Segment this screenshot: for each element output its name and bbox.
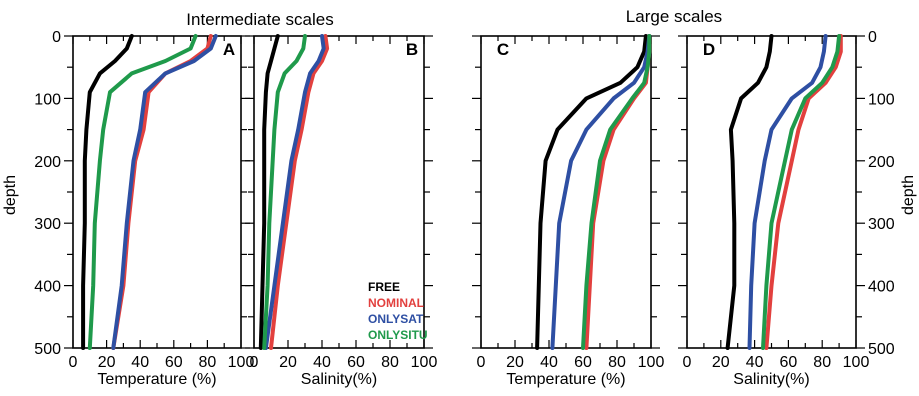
- series-line-nominal: [269, 34, 330, 350]
- panel-label: B: [406, 40, 418, 59]
- y-tick-label: 500: [34, 341, 61, 358]
- x-tick-label: 20: [712, 354, 730, 371]
- series-line-onlysat: [550, 34, 652, 350]
- panel-a: 0 20 40 60 80 100 Temperature (%) 0 100 200 300 400…: [34, 29, 254, 388]
- series-line-onlysitu: [262, 34, 307, 350]
- panel-label: A: [223, 40, 235, 59]
- legend-item-onlysitu: ONLYSITU: [368, 328, 428, 342]
- x-tick-label: 60: [347, 354, 365, 371]
- y-axis-label-left: depth: [2, 175, 19, 215]
- series-line-nominal: [111, 34, 213, 350]
- x-tick-label: 100: [843, 354, 870, 371]
- title-large-scales: Large scales: [626, 7, 722, 26]
- y-tick-label: 0: [52, 29, 61, 46]
- x-tick-label: 80: [381, 354, 399, 371]
- x-tick-label: 40: [540, 354, 558, 371]
- legend-item-nominal: NOMINAL: [368, 296, 424, 310]
- series-line-onlysat: [263, 34, 326, 350]
- series-line-free: [258, 34, 280, 350]
- x-tick-label: 0: [250, 354, 259, 371]
- series-line-onlysitu: [581, 34, 652, 350]
- x-tick-label: 100: [411, 354, 438, 371]
- y-tick-label: 100: [868, 91, 895, 108]
- x-axis-label: Temperature (%): [97, 371, 216, 388]
- x-tick-label: 60: [165, 354, 183, 371]
- legend-item-free: FREE: [368, 280, 400, 294]
- x-tick-label: 20: [279, 354, 297, 371]
- series-line-free: [81, 34, 134, 350]
- y-tick-label: 400: [868, 279, 895, 296]
- series-line-onlysat: [747, 34, 828, 350]
- legend: FREE NOMINAL ONLYSAT ONLYSITU: [368, 280, 428, 342]
- x-tick-label: 20: [506, 354, 524, 371]
- x-tick-label: 80: [813, 354, 831, 371]
- x-tick-label: 60: [780, 354, 798, 371]
- y-tick-label: 0: [868, 29, 877, 46]
- y-axis-label-right: depth: [900, 175, 917, 215]
- x-tick-label: 0: [683, 354, 692, 371]
- series-line-nominal: [764, 34, 843, 350]
- series-line-free: [725, 34, 774, 350]
- panel-b: 0 20 40 60 80 100 Salinity(%) B: [245, 34, 438, 388]
- y-tick-label: 300: [868, 216, 895, 233]
- x-tick-label: 100: [638, 354, 665, 371]
- series-line-onlysitu: [87, 34, 198, 350]
- x-tick-label: 40: [313, 354, 331, 371]
- panel-c: 0 20 40 60 80 100 Temperature (%) C: [472, 34, 665, 388]
- x-tick-label: 80: [608, 354, 626, 371]
- y-tick-label: 200: [34, 154, 61, 171]
- x-axis-label: Temperature (%): [506, 371, 625, 388]
- series-line-onlysat: [111, 34, 218, 350]
- x-tick-label: 0: [477, 354, 486, 371]
- y-tick-label: 400: [34, 279, 61, 296]
- series-line-onlysitu: [761, 34, 842, 350]
- y-tick-label: 300: [34, 216, 61, 233]
- panel-label: C: [497, 40, 509, 59]
- x-tick-label: 20: [98, 354, 116, 371]
- legend-item-onlysat: ONLYSAT: [368, 312, 424, 326]
- panel-label: D: [703, 40, 715, 59]
- x-tick-label: 0: [69, 354, 78, 371]
- panel-d: 0 20 40 60 80 100 Salinity(%) 0 100 200 300 400 500 D: [678, 29, 895, 388]
- series-line-free: [535, 34, 648, 350]
- x-tick-label: 40: [746, 354, 764, 371]
- x-tick-label: 60: [574, 354, 592, 371]
- y-tick-label: 500: [868, 341, 895, 358]
- x-axis-label: Salinity(%): [301, 371, 377, 388]
- x-axis-label: Salinity(%): [733, 371, 809, 388]
- y-tick-label: 200: [868, 154, 895, 171]
- x-tick-label: 80: [199, 354, 217, 371]
- x-tick-label: 40: [131, 354, 149, 371]
- y-tick-label: 100: [34, 91, 61, 108]
- title-intermediate-scales: Intermediate scales: [186, 10, 333, 29]
- x-tick-label: 100: [228, 354, 255, 371]
